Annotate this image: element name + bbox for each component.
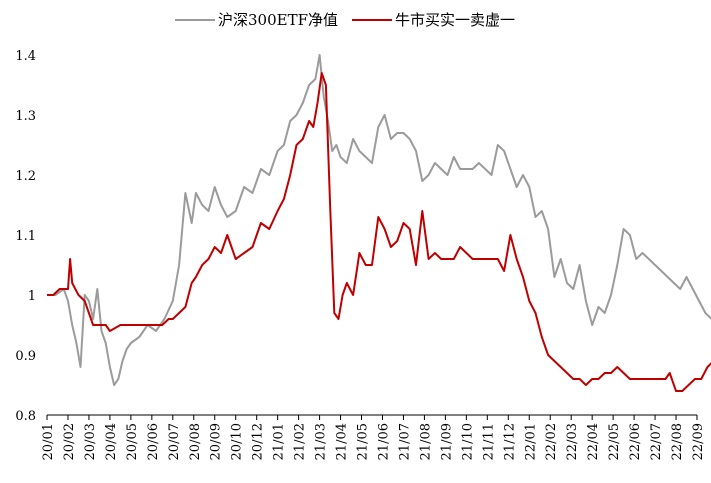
x-tick-label: 22/08 (670, 423, 685, 460)
x-tick-label: 20/06 (146, 423, 161, 460)
x-tick-label: 20/09 (209, 423, 224, 460)
y-tick-label: 1.1 (15, 229, 36, 244)
x-tick-label: 21/04 (335, 423, 350, 460)
y-tick-label: 1.3 (15, 109, 36, 124)
series-line-strategy (47, 72, 711, 392)
x-tick-label: 20/04 (104, 423, 119, 460)
x-tick-label: 20/03 (83, 423, 98, 460)
x-tick-label: 21/12 (502, 423, 517, 460)
x-tick-label: 20/12 (251, 423, 266, 460)
legend-label-strategy: 牛市买实一卖虚一 (395, 11, 515, 29)
x-tick-label: 21/06 (376, 423, 391, 460)
x-tick-label: 20/08 (188, 423, 203, 460)
x-tick-label: 22/06 (628, 423, 643, 460)
x-tick-label: 20/05 (125, 423, 140, 460)
x-tick-label: 21/03 (314, 423, 329, 460)
x-tick-label: 21/09 (439, 423, 454, 460)
y-tick-label: 1.2 (15, 169, 36, 184)
legend: 沪深300ETF净值 牛市买实一卖虚一 (175, 11, 515, 29)
x-tick-label: 20/07 (167, 423, 182, 460)
x-tick-label: 21/05 (356, 423, 371, 460)
y-tick-label: 0.8 (15, 409, 36, 424)
x-tick-label: 21/08 (418, 423, 433, 460)
x-tick-label: 22/03 (565, 423, 580, 460)
y-tick-label: 0.9 (15, 349, 36, 364)
x-tick-label: 21/11 (481, 423, 496, 460)
x-tick-label: 21/01 (272, 423, 287, 460)
x-tick-label: 22/05 (607, 423, 622, 460)
x-tick-label: 21/02 (293, 423, 308, 460)
y-axis-labels: 1.4 1.3 1.2 1.1 1 0.9 0.8 (15, 49, 36, 424)
series-layer (47, 54, 711, 392)
x-tick-label: 21/10 (460, 423, 475, 460)
x-tick-label: 22/04 (586, 423, 601, 460)
x-tick-label: 20/02 (62, 423, 77, 460)
x-axis-ticks: 20/01 20/02 20/03 20/04 20/05 20/06 20/07 20/08… (41, 415, 706, 460)
series-line-hs300 (47, 54, 711, 386)
x-tick-label: 22/07 (649, 423, 664, 460)
x-tick-label: 20/10 (230, 423, 245, 460)
x-tick-label: 21/07 (397, 423, 412, 460)
x-tick-label: 22/01 (523, 423, 538, 460)
y-tick-label: 1.4 (15, 49, 36, 64)
x-tick-label: 20/01 (41, 423, 56, 460)
y-tick-label: 1 (28, 289, 36, 304)
x-tick-label: 22/02 (544, 423, 559, 460)
x-tick-label: 22/09 (691, 423, 706, 460)
legend-label-hs300: 沪深300ETF净值 (218, 11, 338, 29)
